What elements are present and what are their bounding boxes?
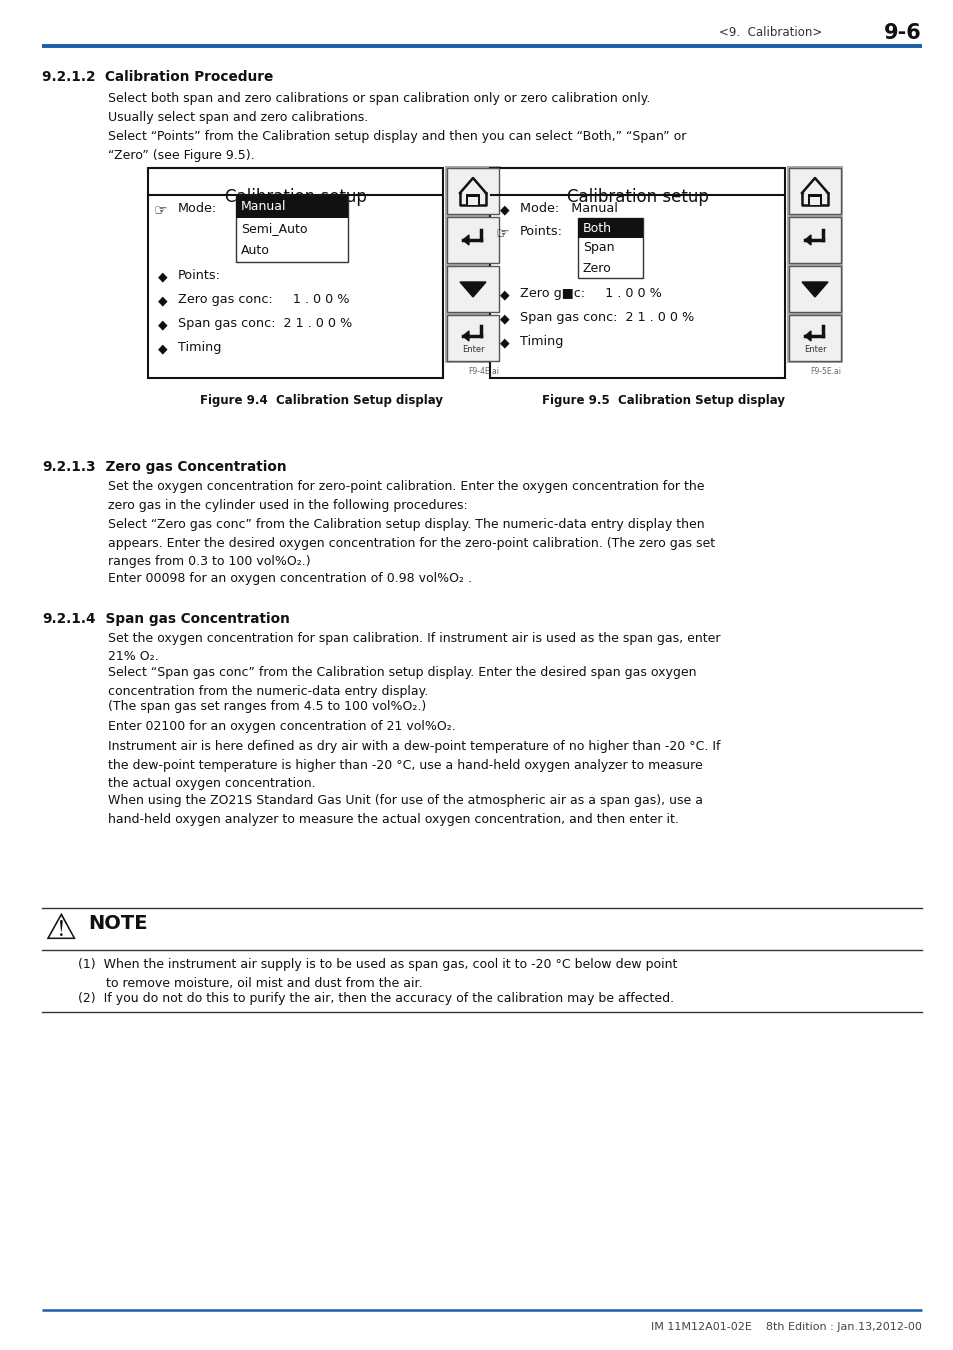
Text: ◆: ◆ [158,319,168,331]
Text: Zero gas conc:     1 . 0 0 %: Zero gas conc: 1 . 0 0 % [178,293,349,306]
FancyBboxPatch shape [444,215,500,265]
Text: ◆: ◆ [499,336,509,350]
Text: Enter 02100 for an oxygen concentration of 21 vol%O₂.: Enter 02100 for an oxygen concentration … [108,720,456,733]
Text: Set the oxygen concentration for zero-point calibration. Enter the oxygen concen: Set the oxygen concentration for zero-po… [108,481,703,512]
FancyBboxPatch shape [444,313,500,363]
FancyBboxPatch shape [786,166,842,216]
Polygon shape [459,178,485,193]
Text: IM 11M12A01-02E    8th Edition : Jan.13,2012-00: IM 11M12A01-02E 8th Edition : Jan.13,201… [651,1322,921,1332]
FancyBboxPatch shape [578,217,642,278]
Text: Figure 9.4  Calibration Setup display: Figure 9.4 Calibration Setup display [200,394,442,406]
Text: Select “Points” from the Calibration setup display and then you can select “Both: Select “Points” from the Calibration set… [108,130,685,162]
Text: 9.2.1.3: 9.2.1.3 [42,460,95,474]
FancyBboxPatch shape [578,217,642,238]
Text: Mode:: Mode: [178,202,217,215]
Text: Points:: Points: [519,225,562,238]
Text: ◆: ◆ [158,342,168,355]
Text: ◆: ◆ [499,312,509,325]
FancyBboxPatch shape [447,266,498,312]
Text: ⚠: ⚠ [44,913,76,946]
Polygon shape [801,178,827,193]
Text: Timing: Timing [519,335,563,348]
Text: When using the ZO21S Standard Gas Unit (for use of the atmospheric air as a span: When using the ZO21S Standard Gas Unit (… [108,794,702,825]
Polygon shape [801,178,827,193]
Text: F9-4E.ai: F9-4E.ai [468,367,498,377]
Text: Enter 00098 for an oxygen concentration of 0.98 vol%O₂ .: Enter 00098 for an oxygen concentration … [108,572,472,585]
Text: (The span gas set ranges from 4.5 to 100 vol%O₂.): (The span gas set ranges from 4.5 to 100… [108,701,426,713]
Text: Both: Both [582,221,612,235]
FancyBboxPatch shape [788,315,841,360]
Text: ◆: ◆ [499,288,509,301]
Polygon shape [459,178,485,193]
FancyBboxPatch shape [468,197,477,205]
Polygon shape [459,282,485,297]
Text: Zero gas Concentration: Zero gas Concentration [96,460,286,474]
Text: Enter: Enter [461,346,484,354]
Text: 9.2.1.2  Calibration Procedure: 9.2.1.2 Calibration Procedure [42,70,273,84]
Text: (2)  If you do not do this to purify the air, then the accuracy of the calibrati: (2) If you do not do this to purify the … [78,992,674,1004]
Text: Semi_Auto: Semi_Auto [241,223,307,235]
FancyBboxPatch shape [786,265,842,315]
Text: ◆: ◆ [158,294,168,306]
Text: Span: Span [582,242,614,255]
Polygon shape [801,282,827,297]
Text: <9.  Calibration>: <9. Calibration> [718,27,821,39]
FancyBboxPatch shape [235,196,348,217]
Text: Calibration setup: Calibration setup [224,188,366,207]
Polygon shape [804,331,810,342]
Text: (1)  When the instrument air supply is to be used as span gas, cool it to -20 °C: (1) When the instrument air supply is to… [78,958,677,990]
FancyBboxPatch shape [447,217,498,263]
FancyBboxPatch shape [235,196,348,262]
Text: Span gas conc:  2 1 . 0 0 %: Span gas conc: 2 1 . 0 0 % [519,310,694,324]
Text: Timing: Timing [178,342,221,354]
FancyBboxPatch shape [465,192,479,205]
Text: Span gas Concentration: Span gas Concentration [96,612,290,626]
Text: Instrument air is here defined as dry air with a dew-point temperature of no hig: Instrument air is here defined as dry ai… [108,740,720,790]
FancyBboxPatch shape [444,166,500,216]
Polygon shape [462,331,469,342]
Text: 9-6: 9-6 [883,23,921,43]
Text: Select “Zero gas conc” from the Calibration setup display. The numeric-data entr: Select “Zero gas conc” from the Calibrat… [108,518,715,568]
Text: Select both span and zero calibrations or span calibration only or zero calibrat: Select both span and zero calibrations o… [108,92,650,123]
FancyBboxPatch shape [444,265,500,315]
FancyBboxPatch shape [786,215,842,265]
Text: 9.2.1.4: 9.2.1.4 [42,612,95,626]
FancyBboxPatch shape [788,266,841,312]
Text: F9-5E.ai: F9-5E.ai [809,367,841,377]
Text: Zero: Zero [582,262,611,274]
Polygon shape [804,235,810,244]
Text: NOTE: NOTE [88,914,148,933]
Text: Zero g■c:     1 . 0 0 %: Zero g■c: 1 . 0 0 % [519,288,661,300]
Text: Select “Span gas conc” from the Calibration setup display. Enter the desired spa: Select “Span gas conc” from the Calibrat… [108,666,696,698]
Text: ◆: ◆ [499,202,509,216]
FancyBboxPatch shape [148,167,442,378]
FancyBboxPatch shape [809,197,820,205]
Text: Figure 9.5  Calibration Setup display: Figure 9.5 Calibration Setup display [541,394,784,406]
Text: Mode:   Manual: Mode: Manual [519,202,618,215]
FancyBboxPatch shape [447,167,498,215]
FancyBboxPatch shape [447,315,498,360]
FancyBboxPatch shape [788,167,841,215]
FancyBboxPatch shape [490,167,784,378]
FancyBboxPatch shape [788,217,841,263]
FancyBboxPatch shape [786,313,842,363]
FancyBboxPatch shape [807,192,821,205]
Text: ☞: ☞ [153,202,168,217]
Text: Set the oxygen concentration for span calibration. If instrument air is used as : Set the oxygen concentration for span ca… [108,632,720,663]
Text: ◆: ◆ [158,270,168,284]
FancyBboxPatch shape [462,184,482,194]
Text: Auto: Auto [241,244,270,258]
Text: Manual: Manual [241,201,286,213]
FancyBboxPatch shape [804,184,824,194]
Text: Enter: Enter [802,346,825,354]
Text: Span gas conc:  2 1 . 0 0 %: Span gas conc: 2 1 . 0 0 % [178,317,352,329]
Text: ☞: ☞ [496,225,509,242]
Text: Points:: Points: [178,269,221,282]
Text: Calibration setup: Calibration setup [566,188,708,207]
Polygon shape [462,235,469,244]
